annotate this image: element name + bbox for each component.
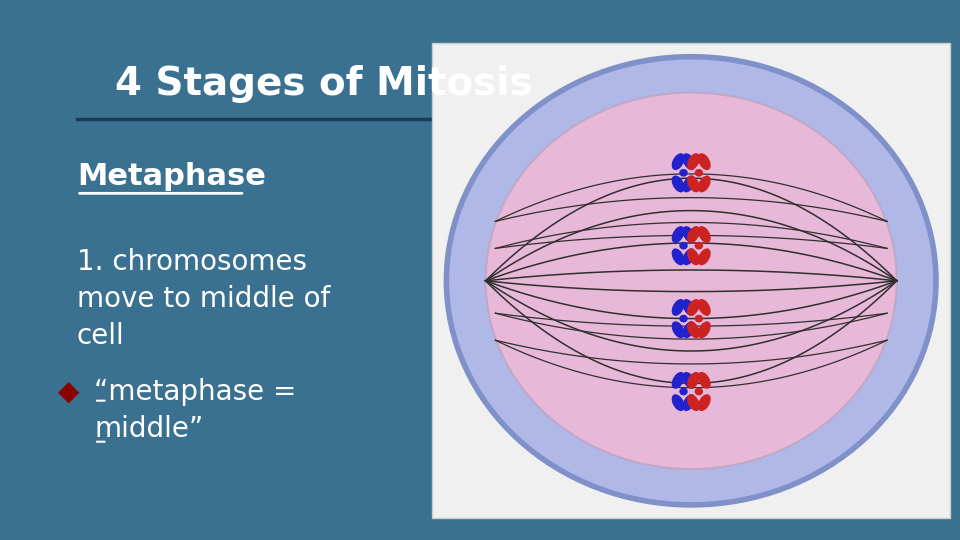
Ellipse shape: [672, 176, 684, 192]
Ellipse shape: [672, 321, 684, 338]
Ellipse shape: [680, 169, 687, 177]
Ellipse shape: [683, 248, 695, 265]
Ellipse shape: [672, 153, 684, 170]
Ellipse shape: [695, 169, 703, 177]
Text: “metaphase =
middle”: “metaphase = middle”: [94, 378, 297, 443]
Ellipse shape: [687, 299, 700, 316]
Ellipse shape: [687, 226, 700, 243]
Ellipse shape: [680, 242, 687, 249]
Ellipse shape: [446, 57, 936, 505]
Ellipse shape: [698, 176, 710, 192]
Ellipse shape: [687, 153, 700, 170]
Ellipse shape: [698, 248, 710, 265]
Ellipse shape: [672, 372, 684, 389]
Ellipse shape: [698, 321, 710, 338]
Ellipse shape: [672, 226, 684, 243]
Ellipse shape: [683, 299, 695, 316]
Ellipse shape: [687, 176, 700, 192]
Ellipse shape: [680, 388, 687, 395]
Ellipse shape: [486, 92, 897, 469]
Text: 4 Stages of Mitosis: 4 Stages of Mitosis: [115, 65, 533, 103]
Ellipse shape: [695, 242, 703, 249]
Ellipse shape: [683, 176, 695, 192]
Text: ◆: ◆: [58, 378, 79, 406]
Bar: [432, 43, 950, 518]
Text: 1. chromosomes
move to middle of
cell: 1. chromosomes move to middle of cell: [77, 248, 330, 350]
Text: Metaphase: Metaphase: [77, 162, 266, 191]
Ellipse shape: [683, 321, 695, 338]
Ellipse shape: [687, 394, 700, 411]
Ellipse shape: [683, 394, 695, 411]
Ellipse shape: [687, 248, 700, 265]
Ellipse shape: [672, 394, 684, 411]
Ellipse shape: [687, 321, 700, 338]
Ellipse shape: [698, 299, 710, 316]
Ellipse shape: [698, 226, 710, 243]
Ellipse shape: [698, 153, 710, 170]
Ellipse shape: [672, 248, 684, 265]
Ellipse shape: [683, 153, 695, 170]
Ellipse shape: [695, 315, 703, 322]
Ellipse shape: [672, 299, 684, 316]
Ellipse shape: [687, 372, 700, 389]
Ellipse shape: [683, 226, 695, 243]
Ellipse shape: [695, 388, 703, 395]
Ellipse shape: [680, 315, 687, 322]
Ellipse shape: [698, 394, 710, 411]
Ellipse shape: [698, 372, 710, 389]
Ellipse shape: [683, 372, 695, 389]
